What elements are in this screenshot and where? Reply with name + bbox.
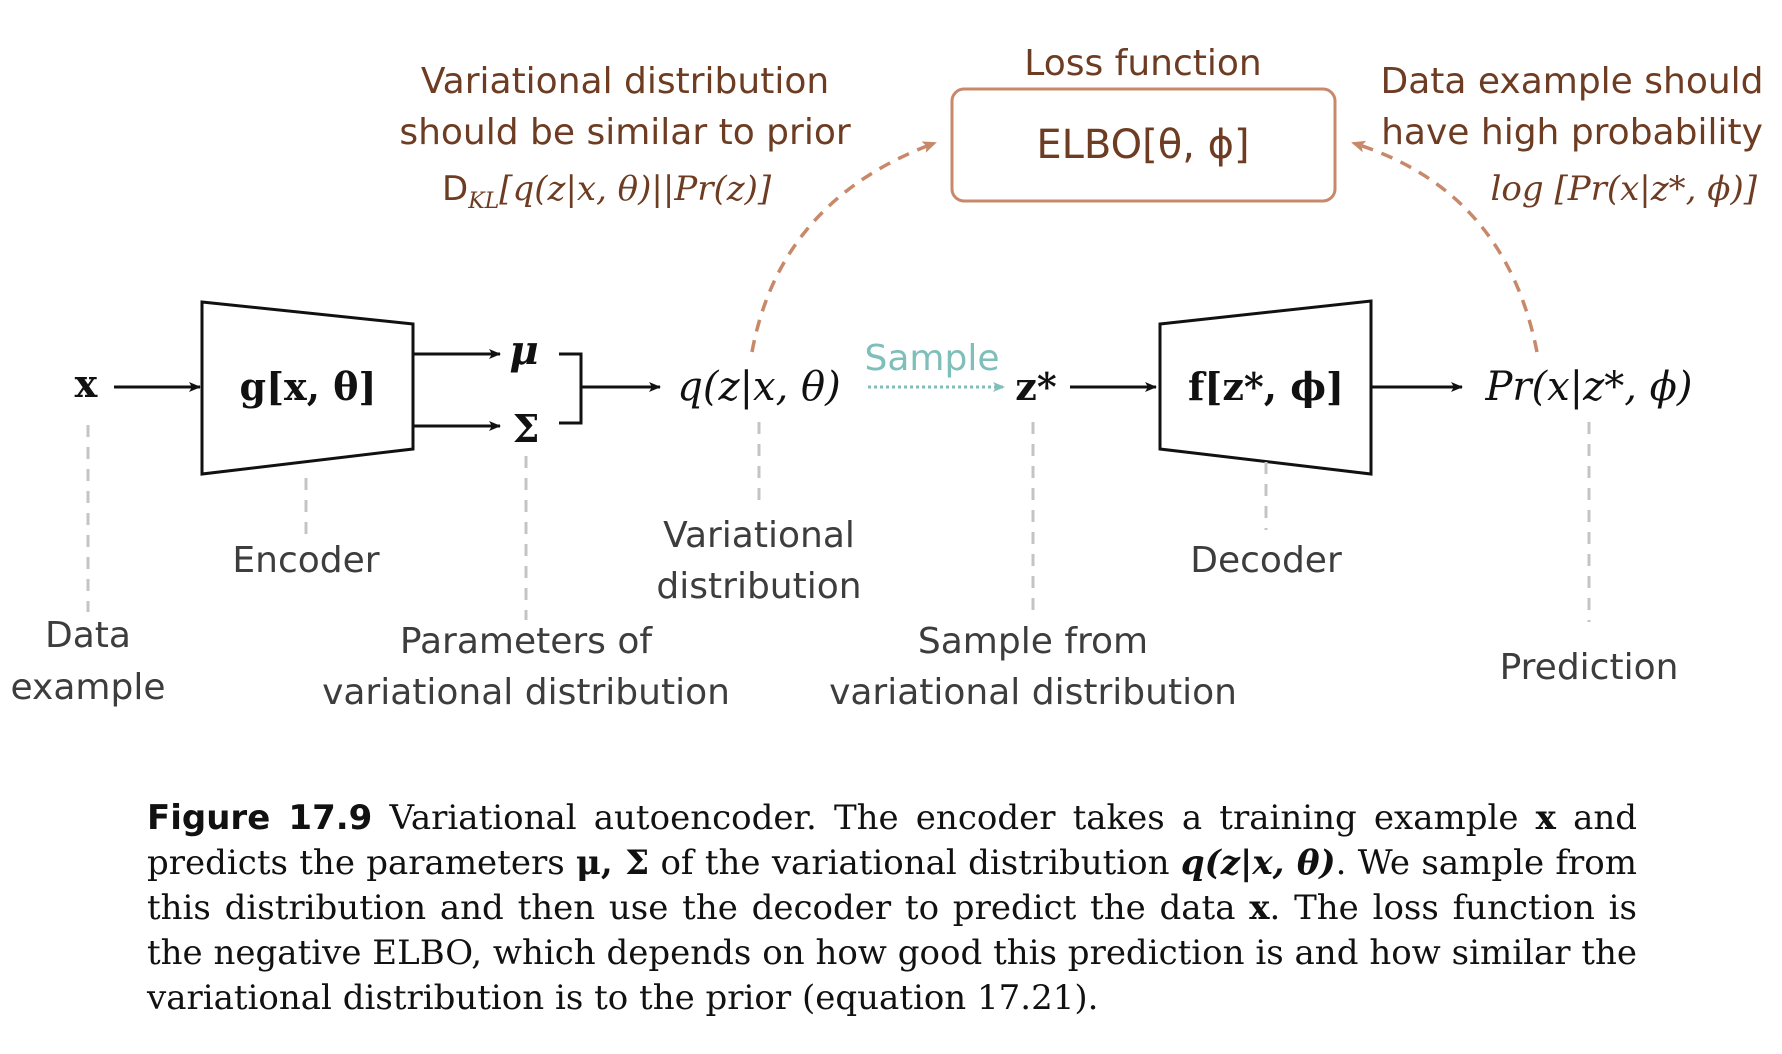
label-params-2: variational distribution — [322, 672, 730, 713]
q-distribution: q(z|x, θ) — [677, 364, 840, 410]
caption-x-2: x — [1249, 888, 1270, 928]
z-star-node: z* — [1015, 364, 1057, 409]
param-bracket — [559, 352, 583, 425]
caption-q-italic: q(z|x, θ) — [1180, 843, 1336, 883]
decoder-block — [1158, 299, 1373, 476]
label-encoder: Encoder — [232, 540, 379, 581]
caption-text-5: . The loss function is the negative ELBO… — [147, 888, 1637, 1018]
mu-symbol: μ — [509, 327, 538, 374]
sample-label: Sample — [865, 338, 1000, 379]
label-vardist-1: Variational — [663, 515, 855, 556]
figure-number: Figure 17.9 — [147, 798, 373, 838]
caption-text-4: . We sample from this distribution and t… — [147, 843, 1637, 928]
kl-formula: DKL[q(z|x, θ)||Pr(z)] — [442, 169, 772, 214]
encoder-block — [200, 300, 415, 476]
x-node: x — [75, 361, 98, 406]
prediction-formula: Pr(x|z*, ϕ) — [1484, 364, 1692, 410]
loss-box — [950, 87, 1337, 203]
label-data-example-2: example — [11, 667, 166, 708]
encoder-formula: g[x, θ] — [240, 364, 377, 409]
kl-formula-d: D — [442, 169, 468, 209]
data-note-line1: Data example should — [1380, 61, 1763, 102]
label-decoder: Decoder — [1190, 540, 1342, 581]
kl-note-line2: should be similar to prior — [399, 112, 851, 153]
caption-x-1: x — [1535, 798, 1556, 838]
label-prediction: Prediction — [1500, 647, 1679, 688]
label-sample-from-2: variational distribution — [829, 672, 1237, 713]
caption-text-1: Variational autoencoder. The encoder tak… — [372, 798, 1536, 838]
decoder-formula: f[z*, ϕ] — [1188, 364, 1344, 409]
caption-text-3: of the variational distribution — [649, 843, 1181, 883]
label-data-example-1: Data — [45, 615, 131, 656]
kl-formula-rest: [q(z|x, θ)||Pr(z)] — [499, 169, 772, 209]
data-curve-arrow — [1351, 140, 1539, 353]
data-note-line2: have high probability — [1381, 112, 1763, 153]
data-formula: log [Pr(x|z*, ϕ)] — [1491, 169, 1758, 209]
figure-caption: Figure 17.9 Variational autoencoder. The… — [147, 796, 1637, 1021]
kl-formula-sub: KL — [467, 189, 499, 214]
sigma-symbol: Σ — [513, 406, 540, 451]
label-params-1: Parameters of — [400, 621, 654, 662]
label-sample-from-1: Sample from — [918, 621, 1148, 662]
elbo-formula: ELBO[θ, ϕ] — [1036, 122, 1249, 168]
caption-mu-sigma: μ, Σ — [576, 843, 650, 883]
caption-text-2: and predicts the parameters — [147, 798, 1638, 883]
caption-q: q(z|x, θ) — [1181, 843, 1336, 883]
label-vardist-2: distribution — [656, 566, 861, 607]
loss-title: Loss function — [1024, 43, 1261, 84]
kl-note-line1: Variational distribution — [421, 61, 829, 102]
kl-curve-arrow — [750, 141, 937, 353]
